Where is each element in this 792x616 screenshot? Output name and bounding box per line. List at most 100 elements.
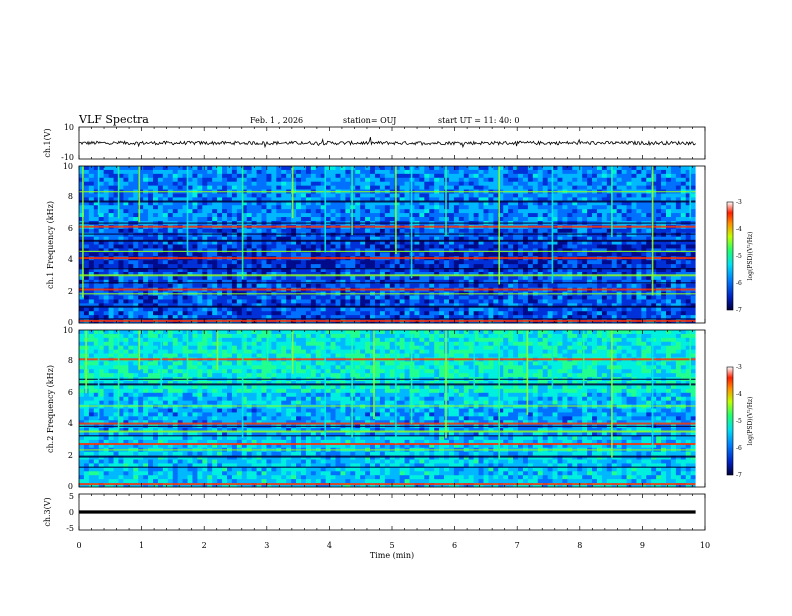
spec-cell — [592, 252, 598, 257]
spec-cell — [537, 193, 544, 198]
spec-cell — [162, 307, 169, 312]
spec-cell — [493, 181, 499, 187]
spec-cell — [335, 177, 341, 183]
spec-cell — [222, 240, 228, 245]
spec-cell — [424, 295, 430, 300]
spec-cell — [266, 252, 272, 257]
spec-cell — [670, 252, 677, 257]
spec-cell — [315, 260, 322, 265]
spec-cell — [587, 217, 593, 222]
spec-cell — [552, 248, 558, 253]
spec-cell — [226, 197, 233, 202]
spec-cell — [434, 299, 440, 304]
spec-cell — [656, 217, 662, 222]
spec-cell — [88, 275, 95, 281]
spec-cell — [172, 166, 179, 171]
spec-cell — [108, 275, 114, 281]
spec-cell — [310, 166, 317, 171]
spec-cell — [547, 201, 553, 206]
spec-cell — [192, 232, 198, 238]
spec-cell — [666, 201, 672, 206]
spec-cell — [621, 244, 627, 249]
spec-cell — [261, 260, 267, 265]
spec-cell — [187, 303, 193, 308]
spec-cell — [483, 244, 489, 249]
spec-cell — [463, 240, 470, 245]
spec-cell — [222, 232, 228, 238]
spec-cell — [547, 240, 553, 245]
spec-cell — [167, 264, 174, 269]
spec-cell — [567, 279, 573, 285]
spec-cell — [646, 240, 652, 245]
spec-cell — [128, 228, 134, 234]
spec-cell — [251, 236, 257, 241]
spec-cell — [631, 232, 637, 238]
spec-cell — [567, 299, 573, 304]
spec-cell — [685, 264, 692, 269]
spec-cell — [498, 228, 504, 234]
spec-cell — [542, 201, 549, 206]
spec-cell — [345, 213, 351, 218]
spec-cell — [458, 299, 465, 304]
spec-cell — [177, 193, 183, 198]
spec-cell — [207, 181, 213, 187]
spec-cell — [148, 236, 154, 241]
spec-cell — [365, 295, 371, 300]
spec-cell — [434, 209, 440, 214]
spec-cell — [310, 240, 317, 245]
spec-cell — [592, 268, 598, 273]
spec-cell — [483, 232, 489, 238]
spec-cell — [473, 166, 479, 171]
spec-cell — [300, 205, 307, 210]
spec-cell — [379, 177, 386, 183]
spec-cell — [527, 209, 534, 214]
spec-cell — [562, 205, 568, 210]
spec-cell — [162, 264, 169, 269]
spec-cell — [315, 173, 322, 179]
spec-cell — [355, 299, 361, 304]
spec-cell — [404, 315, 410, 320]
spec-cell — [601, 315, 608, 320]
spec-cell — [330, 299, 336, 304]
spec-cell — [468, 279, 475, 285]
spec-cell — [384, 260, 391, 265]
spec-cell — [281, 169, 287, 175]
spec-cell — [374, 181, 381, 187]
spec-cell — [621, 205, 627, 210]
spec-cell — [483, 299, 489, 304]
spec-cell — [542, 275, 549, 281]
spec-cell — [537, 264, 544, 269]
spec-cell — [374, 201, 381, 206]
spec-cell — [222, 252, 228, 257]
spec-cell — [646, 217, 652, 222]
spec-cell — [113, 201, 119, 206]
spec-cell — [542, 205, 549, 210]
spec-cell — [236, 295, 243, 300]
spec-cell — [315, 311, 322, 316]
spec-cell — [340, 295, 346, 300]
spec-cell — [251, 181, 257, 187]
spec-cell — [424, 279, 430, 285]
spec-cell — [300, 185, 307, 190]
spec-cell — [246, 236, 253, 241]
spec-cell — [246, 185, 253, 190]
spec-cell — [498, 169, 504, 175]
spec-cell — [202, 299, 208, 304]
spec-cell — [226, 173, 233, 179]
spec-cell — [394, 166, 401, 171]
spec-cell — [276, 201, 282, 206]
spec-cell — [182, 197, 188, 202]
spec-cell — [527, 260, 534, 265]
spec-cell — [212, 279, 218, 285]
spec-cell — [286, 275, 292, 281]
spec-cell — [444, 264, 450, 269]
spec-cell — [133, 197, 139, 202]
spec-cell — [522, 275, 529, 281]
spec-cell — [231, 311, 238, 316]
spec-cell — [266, 177, 272, 183]
spec-cell — [365, 303, 371, 308]
spec-cell — [246, 209, 253, 214]
spec-cell — [374, 193, 381, 198]
spec-cell — [374, 299, 381, 304]
spec-cell — [207, 197, 213, 202]
